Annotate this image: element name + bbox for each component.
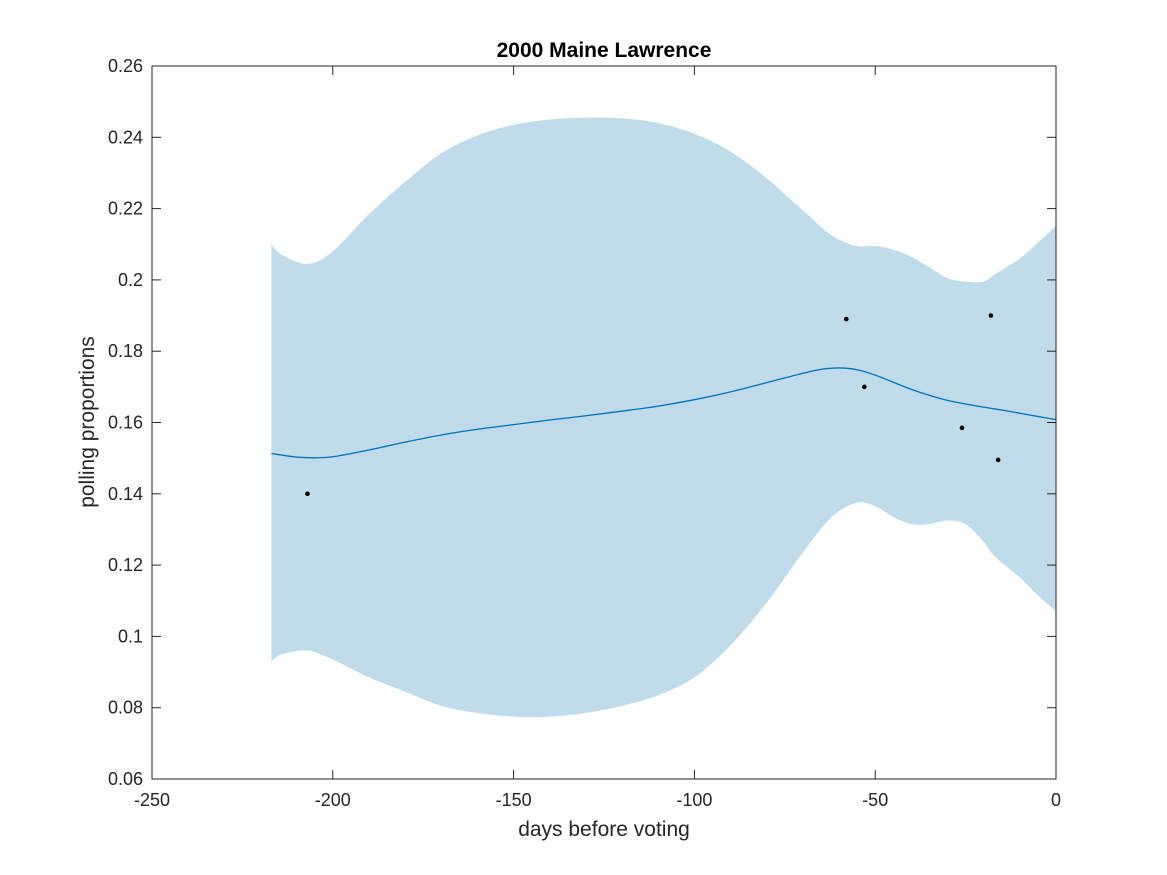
poll-point (995, 457, 1001, 463)
y-tick-label: 0.26 (108, 56, 143, 76)
poll-point (305, 491, 310, 497)
y-tick-label: 0.1 (118, 626, 143, 646)
y-tick-label: 0.2 (118, 270, 143, 290)
x-tick-label: -50 (862, 790, 888, 810)
x-axis-label: days before voting (518, 818, 690, 841)
y-tick-label: 0.14 (108, 484, 143, 504)
x-tick-label: 0 (1051, 790, 1061, 810)
y-tick-label: 0.08 (108, 698, 143, 718)
x-tick-label: -150 (496, 790, 532, 810)
poll-point (959, 425, 965, 431)
x-tick-label: -250 (134, 790, 170, 810)
poll-point (988, 313, 994, 318)
confidence-band (271, 117, 1057, 718)
y-tick-label: 0.24 (108, 127, 143, 147)
x-tick-label: -200 (315, 790, 351, 810)
poll-point (862, 384, 867, 390)
chart-title: 2000 Maine Lawrence (497, 39, 712, 62)
x-tick-label: -100 (676, 790, 712, 810)
y-tick-label: 0.18 (108, 341, 143, 361)
plot-area (271, 117, 1057, 718)
y-tick-label: 0.16 (108, 413, 143, 433)
y-tick-label: 0.06 (108, 769, 143, 789)
y-axis-label: polling proportions (76, 336, 99, 508)
poll-point (843, 316, 849, 322)
y-tick-label: 0.12 (108, 555, 143, 575)
trend-line (271, 367, 1057, 459)
y-tick-label: 0.22 (108, 199, 143, 219)
axes: -250 -200 -150 -100 -50 0 0.06 0.08 0.1 0.12 0.14 0… (108, 56, 1061, 810)
